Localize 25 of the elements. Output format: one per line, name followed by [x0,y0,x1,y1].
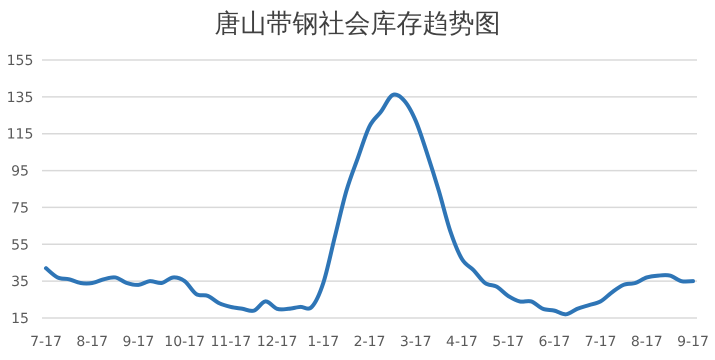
y-tick-label: 55 [11,237,29,254]
x-tick-label: 7-17 [30,334,62,350]
x-tick-label: 4-17 [446,334,478,350]
y-tick-label: 115 [6,126,34,143]
line-series [44,93,695,316]
x-tick-label: 10-17 [164,334,205,350]
x-tick-label: 5-17 [492,334,524,350]
x-tick-label: 11-17 [210,334,252,350]
y-tick-label: 155 [6,53,34,69]
x-tick-label: 9-17 [122,334,154,350]
x-tick-label: 7-17 [584,334,616,350]
y-tick-label: 15 [11,311,29,327]
x-tick-label: 9-17 [677,334,709,350]
x-tick-label: 2-17 [354,334,386,350]
x-tick-label: 3-17 [400,334,432,350]
x-tick-label: 8-17 [76,334,108,350]
x-tick-label: 8-17 [630,334,663,350]
x-tick-label: 6-17 [538,334,570,350]
chart-title: 唐山带钢社会库存趋势图 [214,9,500,39]
y-tick-label: 75 [11,200,29,216]
y-tick-label: 95 [11,164,29,180]
y-tick-label: 135 [6,90,34,106]
x-tick-label: 1-17 [307,334,340,350]
y-tick-label: 35 [11,274,29,290]
x-tick-label: 12-17 [256,334,298,350]
